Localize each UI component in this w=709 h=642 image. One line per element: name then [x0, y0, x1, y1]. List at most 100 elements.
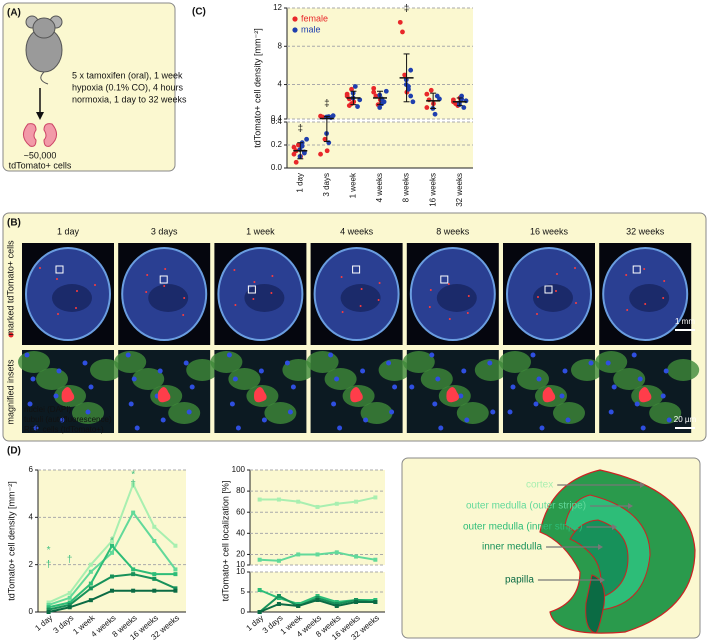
tubule [36, 368, 68, 390]
zoom-box [159, 275, 168, 284]
protocol-line: normoxia, 1 day to 32 weeks [72, 94, 187, 104]
panel-label: (C) [192, 7, 206, 18]
x-tick-label: 1 day [33, 613, 54, 632]
x-tick-label: 32 weeks [455, 173, 464, 207]
series-marker [110, 574, 114, 579]
nucleus [539, 425, 545, 431]
timepoint-label: 16 weeks [530, 226, 569, 236]
tubule [571, 359, 603, 381]
nucleus [392, 384, 398, 390]
nucleus [88, 384, 94, 390]
y-axis-label: tdTomato+ cell localization [%] [220, 481, 230, 602]
nucleus [605, 360, 611, 366]
kidney-medulla [340, 284, 381, 312]
series-marker [131, 588, 136, 593]
data-point [397, 19, 403, 25]
tubule [360, 402, 393, 424]
nucleus [258, 368, 264, 374]
data-point [322, 136, 328, 142]
tubule [168, 402, 201, 424]
y-tick-label: 0.2 [271, 140, 283, 149]
timepoint-label: 32 weeks [626, 226, 665, 236]
data-point [408, 67, 414, 73]
nucleus [666, 417, 672, 423]
series-marker [152, 588, 157, 593]
y-tick-label: 60 [236, 507, 245, 516]
nucleus [464, 417, 470, 423]
series-marker [173, 543, 178, 548]
nucleus [432, 401, 438, 407]
cell-count-label: tdTomato+ cells [9, 160, 72, 170]
red-cell-dot [360, 288, 363, 290]
nucleus [611, 384, 617, 390]
data-point [408, 93, 414, 99]
zoom-box [440, 275, 449, 284]
series-marker [334, 604, 339, 608]
nucleus [235, 425, 241, 431]
timepoint-label: 4 weeks [340, 226, 374, 236]
region-arrow-head [598, 544, 603, 550]
nucleus [409, 384, 415, 390]
series-marker [373, 495, 378, 500]
region-label: inner medulla [482, 542, 542, 553]
series-marker [173, 586, 178, 591]
data-point [318, 151, 323, 157]
legend-label: female [301, 13, 328, 23]
zoom-box [247, 285, 256, 294]
series-marker [276, 594, 281, 598]
mouse-icon [25, 15, 63, 85]
nucleus [490, 409, 496, 415]
legend-text: REP cells (tdTomato+) [24, 425, 104, 434]
y-axis-label: tdTomato+ cell density [mm⁻²] [252, 28, 262, 148]
nucleus [637, 376, 643, 382]
kidney-medulla [533, 284, 573, 312]
nucleus [487, 360, 493, 366]
series-marker [315, 598, 320, 602]
timepoint-label: 8 weeks [436, 226, 470, 236]
series-marker [257, 557, 262, 562]
red-cell-dot [575, 302, 577, 304]
annotation: ‡ [324, 98, 330, 109]
series-marker [46, 602, 51, 607]
annotation: ‡ [404, 4, 410, 15]
rep-cell [446, 387, 460, 403]
y-tick-label: 0.0 [271, 163, 283, 172]
data-point [299, 143, 305, 149]
tubule [595, 351, 628, 373]
tubule [90, 359, 122, 381]
series-marker [110, 550, 114, 555]
red-cell-dot [536, 313, 538, 315]
scale-bar-label: 1 mm [675, 317, 695, 326]
y-tick-label: 20 [236, 550, 245, 559]
red-cell-dot [359, 305, 362, 307]
arrow-head [36, 112, 44, 120]
data-point [406, 86, 411, 92]
red-cell-dot [234, 304, 237, 306]
rep-cell [254, 387, 267, 403]
nucleus [328, 352, 334, 358]
nucleus [640, 425, 646, 431]
red-cell-dot [625, 274, 628, 276]
red-cell-dot [233, 269, 236, 271]
red-cell-dot [271, 275, 274, 277]
data-point [432, 111, 438, 117]
red-cell-dot [57, 313, 59, 315]
y-tick-label: 10 [236, 567, 245, 576]
y-tick-label: 6 [29, 465, 34, 474]
nucleus [261, 417, 267, 423]
nucleus [183, 360, 189, 366]
nucleus [562, 368, 568, 374]
protocol-line: hypoxia (0.1% CO), 4 hours [72, 82, 184, 92]
y-axis-label: tdTomato+ cell density [mm⁻²] [6, 481, 16, 601]
series-marker [110, 588, 114, 593]
red-cell-dot [556, 273, 558, 275]
tubule [210, 351, 243, 373]
nucleus [461, 368, 467, 374]
series-marker [276, 602, 281, 606]
red-cell-dot [466, 312, 469, 314]
red-cell-dot [644, 303, 647, 305]
red-cell-dot [643, 268, 646, 270]
nucleus [30, 376, 36, 382]
series-marker [131, 510, 136, 515]
data-point [400, 29, 405, 35]
